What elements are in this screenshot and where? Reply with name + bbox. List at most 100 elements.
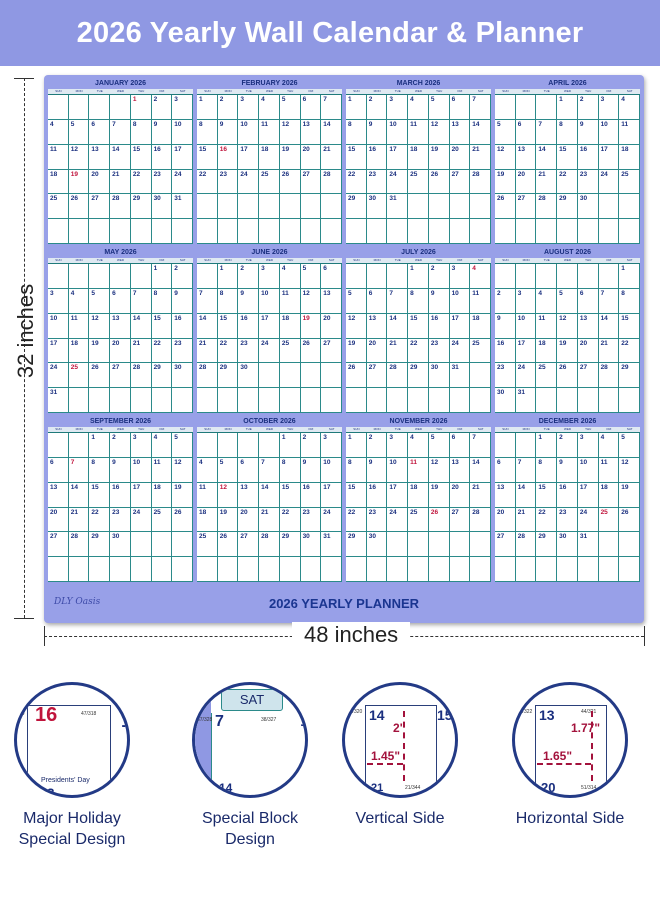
day-cell: 15 bbox=[557, 144, 578, 170]
day-cell: 26 bbox=[557, 363, 578, 389]
day-number: 4 bbox=[472, 265, 476, 272]
day-number: 27 bbox=[517, 195, 525, 203]
weekday-label: WED bbox=[415, 427, 423, 431]
day-cell: 15 bbox=[408, 313, 429, 339]
day-number: 3 bbox=[600, 96, 605, 103]
day-cell: 27 bbox=[449, 169, 471, 195]
day-number: 19 bbox=[219, 508, 227, 516]
day-cell: 25 bbox=[470, 338, 491, 364]
day-cell: 14 bbox=[387, 313, 409, 339]
day-cell bbox=[449, 194, 471, 220]
day-number: 9 bbox=[240, 289, 245, 297]
day-cell: 8 bbox=[536, 457, 558, 483]
day-number: 21 bbox=[538, 170, 546, 178]
weekday-label: FRI bbox=[308, 427, 314, 431]
day-number: 6 bbox=[451, 434, 456, 441]
day-cell: 30 bbox=[172, 363, 193, 389]
holiday-design-detail: 29 16 47/318 1 Presidents' Day 23 Major … bbox=[12, 682, 132, 850]
day-number: 23 bbox=[112, 508, 120, 516]
day-number: 17 bbox=[240, 145, 248, 153]
day-number: 25 bbox=[153, 508, 161, 516]
day-cell: 9 bbox=[172, 288, 193, 314]
day-cell bbox=[598, 557, 620, 582]
day-number: 21 bbox=[389, 339, 397, 347]
day-cell: 7 bbox=[598, 288, 620, 314]
month-title: JULY 2026 bbox=[346, 248, 491, 258]
day-cell: 8 bbox=[557, 119, 578, 145]
day-number: 5 bbox=[219, 458, 224, 466]
day-number: 13 bbox=[112, 314, 120, 322]
day-number: 1 bbox=[348, 96, 352, 103]
day-cell bbox=[321, 219, 342, 244]
day-number: 25 bbox=[199, 533, 207, 541]
day-cell: 27 bbox=[495, 532, 516, 558]
day-cell bbox=[515, 557, 537, 582]
day-number: 12 bbox=[302, 289, 310, 297]
month-grid: 1 2 3 4 5 6 7 8 9 10 11 12 13 14 15 16 17 18 19 20 21 22 23 24 2… bbox=[495, 432, 640, 582]
day-cell: 29 bbox=[536, 532, 558, 558]
day-cell: 21 bbox=[68, 507, 90, 533]
day-cell: 3 bbox=[130, 433, 152, 458]
day-number: 12 bbox=[91, 314, 99, 322]
month-grid: 1 2 3 4 5 6 7 8 9 10 11 12 13 14 15 16 17 18 19 20 21 22 23 24 2… bbox=[346, 432, 491, 582]
holiday-name: Presidents' Day bbox=[41, 777, 90, 784]
day-cell bbox=[217, 194, 239, 220]
day-number: 30 bbox=[579, 195, 588, 203]
day-cell: 8 bbox=[408, 288, 429, 314]
day-cell: 31 bbox=[515, 388, 537, 413]
day-cell bbox=[48, 557, 69, 582]
day-cell: 10 bbox=[449, 288, 471, 314]
day-number: 21 bbox=[70, 508, 78, 516]
day-cell: 4 bbox=[470, 264, 491, 289]
cell-day-number: 13 bbox=[539, 707, 555, 723]
day-number: 23 bbox=[430, 339, 439, 347]
day-cell bbox=[408, 388, 429, 413]
day-cell: 4 bbox=[598, 433, 620, 458]
day-number: 10 bbox=[579, 458, 588, 466]
day-cell: 1 bbox=[89, 433, 111, 458]
day-cell: 24 bbox=[321, 507, 342, 533]
day-cell: 20 bbox=[515, 169, 537, 195]
day-number: 14 bbox=[600, 314, 608, 322]
day-number: 28 bbox=[389, 364, 397, 372]
day-number: 10 bbox=[451, 289, 459, 297]
month-grid: 1 2 3 4 5 6 7 8 9 10 11 12 13 14 15 16 17 18 19 20 21 22 23 24 2… bbox=[197, 94, 342, 244]
day-cell: 18 bbox=[259, 144, 280, 170]
day-cell: 1 bbox=[346, 433, 367, 458]
day-number: 28 bbox=[132, 364, 141, 372]
day-number: 18 bbox=[50, 170, 58, 178]
day-cell: 16 bbox=[366, 144, 388, 170]
day-cell: 10 bbox=[387, 119, 409, 145]
day-number: 28 bbox=[472, 508, 480, 516]
day-cell bbox=[300, 388, 322, 413]
day-number: 9 bbox=[559, 458, 563, 466]
day-cell: 8 bbox=[279, 457, 301, 483]
day-cell: 26 bbox=[428, 507, 450, 533]
weekday-header: SUN MON TUE WED THU FRI SAT bbox=[346, 89, 491, 94]
day-cell: 22 bbox=[408, 338, 429, 364]
day-number: 3 bbox=[579, 434, 584, 441]
bottom-day-number: 20 bbox=[541, 780, 556, 795]
day-cell: 2 bbox=[495, 288, 516, 314]
day-number: 17 bbox=[174, 145, 182, 153]
day-cell: 22 bbox=[557, 169, 578, 195]
day-number: 27 bbox=[497, 533, 505, 541]
weekday-label: TUE bbox=[394, 89, 401, 93]
day-cell: 9 bbox=[577, 119, 599, 145]
weekday-header: SUN MON TUE WED THU FRI SAT bbox=[197, 89, 342, 94]
day-number: 1 bbox=[219, 265, 224, 272]
day-number: 24 bbox=[389, 170, 397, 178]
day-number: 7 bbox=[472, 96, 476, 103]
day-cell: 3 bbox=[387, 433, 409, 458]
month-grid: 1 2 3 4 5 6 7 8 9 10 11 12 13 14 15 16 17 18 19 20 21 22 23 24 2… bbox=[197, 432, 342, 582]
day-number: 27 bbox=[579, 364, 588, 372]
day-cell: 27 bbox=[300, 169, 322, 195]
day-cell: 29 bbox=[130, 194, 152, 220]
day-cell: 20 bbox=[495, 507, 516, 533]
day-number: 29 bbox=[621, 364, 629, 372]
day-number: 14 bbox=[472, 120, 480, 128]
day-cell bbox=[408, 194, 429, 220]
day-number: 29 bbox=[348, 195, 356, 203]
day-number: 11 bbox=[70, 314, 78, 322]
weekday-label: SUN bbox=[502, 89, 509, 93]
